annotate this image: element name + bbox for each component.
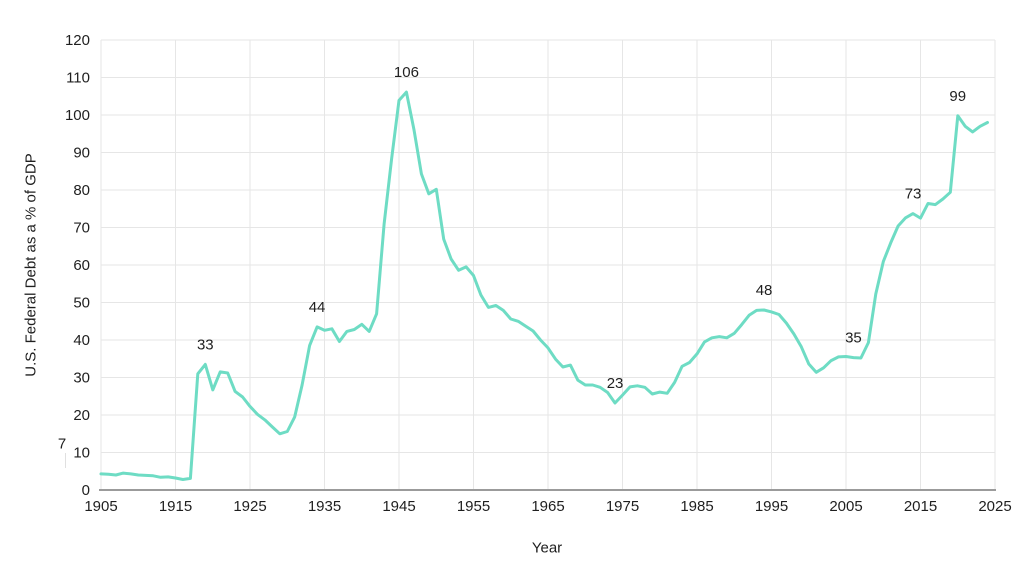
point-annotation-label: 35 [845, 330, 862, 347]
y-tick-label: 100 [65, 107, 90, 124]
y-tick-label: 20 [73, 407, 90, 424]
x-tick-label: 1925 [233, 498, 266, 515]
y-tick-label: 30 [73, 370, 90, 387]
y-tick-label: 40 [73, 332, 90, 349]
y-tick-label: 50 [73, 295, 90, 312]
y-tick-label: 70 [73, 220, 90, 237]
y-tick-label: 80 [73, 182, 90, 199]
x-tick-label: 1955 [457, 498, 490, 515]
x-tick-label: 1945 [382, 498, 415, 515]
x-tick-label: 2005 [829, 498, 862, 515]
y-tick-label: 110 [66, 70, 90, 87]
x-tick-label: 2025 [978, 498, 1011, 515]
x-tick-label: 1985 [680, 498, 713, 515]
debt-series-line [99, 90, 989, 481]
edge-annotation-tick [65, 453, 66, 468]
x-tick-label: 1915 [159, 498, 192, 515]
edge-annotation-label: 7 [57, 435, 67, 453]
x-tick-label: 2015 [904, 498, 937, 515]
point-annotation-label: 33 [197, 336, 214, 353]
x-tick-label: 1905 [84, 498, 117, 515]
point-annotation-label: 23 [607, 375, 624, 392]
y-tick-label: 10 [73, 445, 90, 462]
x-axis-title: Year [531, 539, 563, 557]
x-tick-label: 1995 [755, 498, 788, 515]
y-tick-label: 120 [65, 32, 90, 49]
x-tick-label: 1975 [606, 498, 639, 515]
y-axis-title: U.S. Federal Debt as a % of GDP [22, 153, 40, 377]
point-annotation-label: 73 [905, 186, 922, 203]
y-tick-label: 0 [82, 482, 90, 499]
point-annotation-label: 99 [949, 88, 966, 105]
x-tick-label: 1965 [531, 498, 564, 515]
y-tick-label: 90 [73, 145, 90, 162]
x-tick-label: 1935 [308, 498, 341, 515]
point-annotation-label: 48 [756, 282, 773, 299]
point-annotation-label: 44 [309, 299, 326, 316]
point-annotation-label: 106 [394, 64, 419, 81]
y-tick-label: 60 [73, 257, 90, 274]
